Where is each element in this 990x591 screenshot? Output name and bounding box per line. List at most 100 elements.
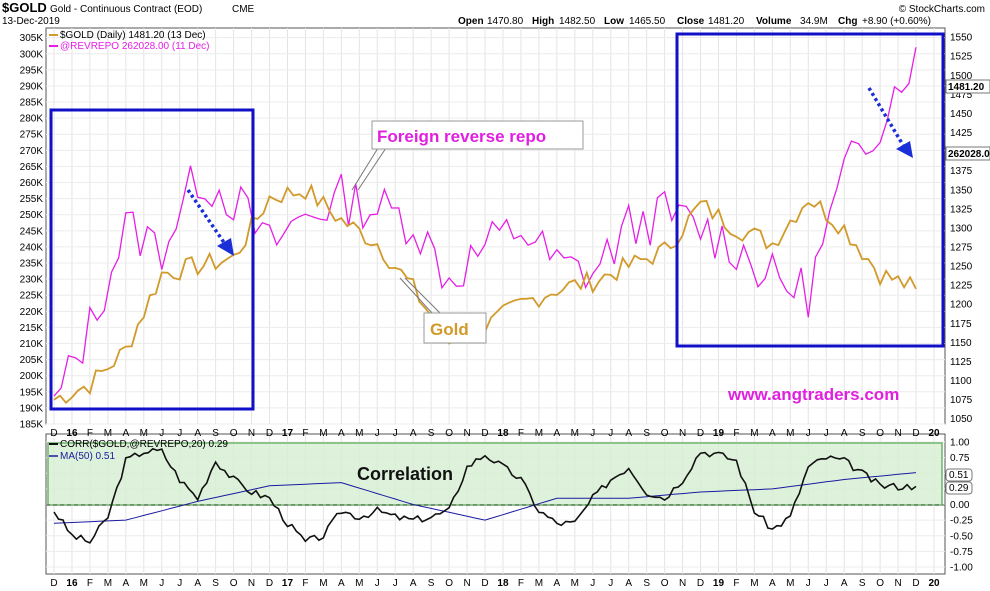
x-tick-label: J — [590, 578, 595, 589]
x-tick-label: N — [894, 578, 901, 589]
svg-text:0.51: 0.51 — [949, 470, 969, 481]
x-tick-label: 18 — [497, 428, 509, 439]
x-tick-label: F — [302, 578, 308, 589]
right-tick-label: 1525 — [950, 52, 973, 63]
x-tick-label: J — [806, 428, 811, 439]
x-tick-label: M — [786, 428, 794, 439]
right-tick-label: 1550 — [950, 33, 973, 44]
x-tick-label: M — [140, 578, 148, 589]
x-tick-label: J — [159, 428, 164, 439]
right-tick-label: 1275 — [950, 242, 973, 253]
correlation-band — [47, 442, 943, 506]
x-tick-label: O — [661, 428, 669, 439]
x-tick-label: J — [375, 578, 380, 589]
x-tick-label: 16 — [66, 578, 78, 589]
x-tick-label: J — [608, 578, 613, 589]
left-tick-label: 190K — [20, 403, 44, 414]
right-tick-label: 1450 — [950, 109, 973, 120]
left-tick-label: 210K — [20, 339, 44, 350]
x-tick-label: D — [912, 578, 919, 589]
left-tick-label: 250K — [20, 210, 44, 221]
x-tick-label: M — [750, 578, 758, 589]
x-tick-label: M — [786, 578, 794, 589]
x-tick-label: D — [481, 578, 488, 589]
left-tick-label: 185K — [20, 420, 44, 431]
right-tick-label: 1375 — [950, 166, 973, 177]
x-tick-label: M — [355, 428, 363, 439]
left-tick-label: 235K — [20, 259, 44, 270]
x-tick-label: N — [463, 428, 470, 439]
x-tick-label: J — [177, 428, 182, 439]
high-value: 1482.50 — [559, 16, 596, 27]
left-tick-label: 195K — [20, 387, 44, 398]
x-tick-label: A — [123, 428, 130, 439]
x-tick-label: F — [302, 428, 308, 439]
x-tick-label: D — [697, 428, 704, 439]
highlight-box-right — [675, 32, 945, 348]
left-tick-label: 245K — [20, 226, 44, 237]
foreign-reverse-repo-label: Foreign reverse repo — [377, 127, 546, 146]
x-tick-label: M — [535, 428, 543, 439]
x-tick-label: O — [230, 428, 238, 439]
x-tick-label: N — [894, 428, 901, 439]
x-tick-label: S — [859, 428, 866, 439]
gold-price-tag: 1481.20 — [945, 79, 990, 94]
corr-series-line — [53, 447, 917, 544]
right-tick-label: 1500 — [950, 71, 973, 82]
x-tick-label: A — [123, 578, 130, 589]
x-tick-label: F — [87, 428, 93, 439]
indicator-tick-label: -0.50 — [950, 531, 973, 542]
left-tick-label: 230K — [20, 275, 44, 286]
x-tick-label: J — [590, 428, 595, 439]
ma-series-line — [53, 472, 917, 524]
left-tick-label: 205K — [20, 355, 44, 366]
x-tick-label: M — [140, 428, 148, 439]
x-tick-label: A — [625, 428, 632, 439]
indicator-tick-label: 0.00 — [950, 500, 970, 511]
trend-arrow-right — [867, 87, 913, 158]
right-tick-label: 1350 — [950, 185, 973, 196]
x-tick-label: S — [212, 578, 219, 589]
x-tick-label: N — [248, 428, 255, 439]
x-axis-ticks-main: D 16 F M A M J J A S O N D 17 F M A M J J A S O N D 18 F M A M J J A S O N D… — [50, 428, 940, 439]
highlight-box-left — [49, 108, 255, 411]
volume-label: Volume — [756, 16, 792, 27]
x-tick-label: A — [338, 428, 345, 439]
low-value: 1465.50 — [629, 16, 666, 27]
indicator-tick-label: 0.75 — [950, 453, 970, 464]
x-tick-label: A — [194, 578, 201, 589]
x-tick-label: S — [859, 578, 866, 589]
x-tick-label: D — [266, 578, 273, 589]
x-tick-label: D — [266, 428, 273, 439]
x-tick-label: 17 — [282, 428, 294, 439]
indicator-legend: CORR($GOLD,@REVREPO,20) 0.29 MA(50) 0.51 — [49, 439, 228, 462]
x-tick-label: A — [194, 428, 201, 439]
chart-date: 13-Dec-2019 — [2, 16, 60, 27]
x-tick-label: J — [824, 428, 829, 439]
website-label: www.angtraders.com — [727, 385, 899, 404]
indicator-tick-label: -0.75 — [950, 547, 973, 558]
revrepo-price-tag: 262028.0 — [945, 146, 990, 161]
x-tick-label: 20 — [928, 428, 940, 439]
x-tick-label: 20 — [928, 578, 940, 589]
right-tick-label: 1050 — [950, 414, 973, 425]
right-axis-ticks: 1050 1075 1100 1125 1150 1175 1200 1225 1250 1275… — [950, 33, 973, 426]
x-tick-label: D — [697, 578, 704, 589]
x-tick-label: A — [554, 428, 561, 439]
gold-label: Gold — [430, 320, 469, 339]
x-tick-label: 19 — [713, 578, 725, 589]
svg-text:1481.20: 1481.20 — [948, 82, 985, 93]
left-tick-label: 295K — [20, 65, 44, 76]
x-tick-label: F — [518, 578, 524, 589]
x-tick-label: N — [463, 578, 470, 589]
x-tick-label: O — [876, 428, 884, 439]
x-tick-label: 17 — [282, 578, 294, 589]
right-tick-label: 1100 — [950, 376, 972, 387]
left-tick-label: 240K — [20, 242, 44, 253]
low-label: Low — [604, 16, 624, 27]
left-tick-label: 300K — [20, 49, 44, 60]
x-tick-label: F — [87, 578, 93, 589]
x-tick-label: J — [824, 578, 829, 589]
left-tick-label: 255K — [20, 194, 44, 205]
x-tick-label: D — [50, 578, 57, 589]
